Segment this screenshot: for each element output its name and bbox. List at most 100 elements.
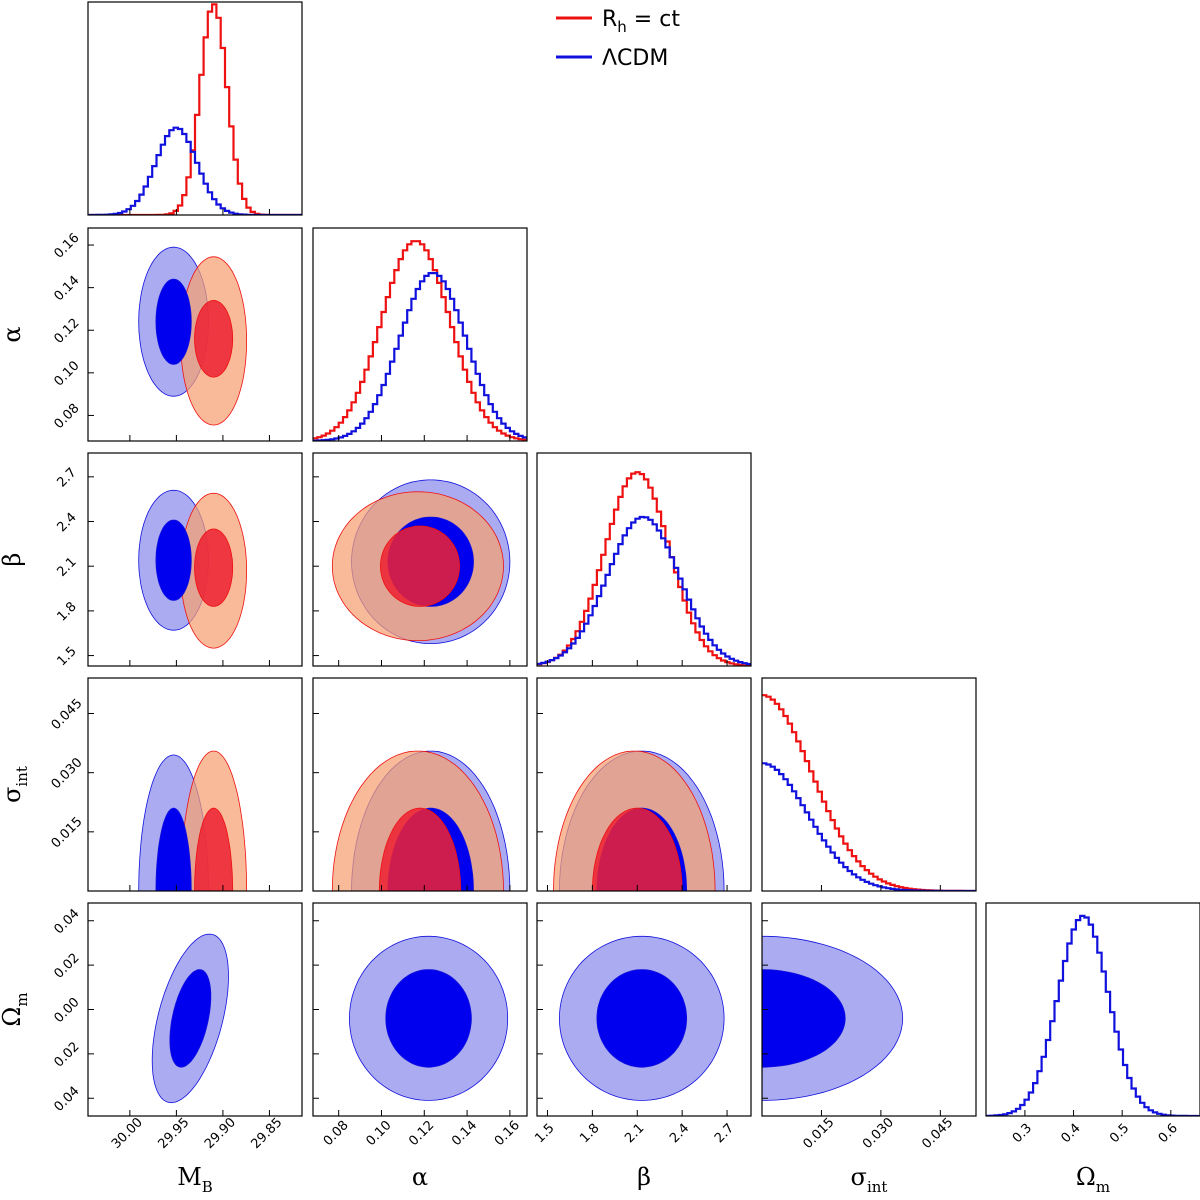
x-tick-label-Omega_m: 0.5 [1107, 1121, 1132, 1146]
x-tick-label-sigma_int: 0.045 [919, 1115, 956, 1152]
yticks-alpha-col0 [88, 244, 94, 416]
x-tick-label-beta: 2.7 [712, 1121, 737, 1146]
panel-MB-beta [87, 452, 303, 667]
xticks-beta-row4 [546, 1110, 728, 1116]
y-tick-label-beta: 1.8 [54, 599, 79, 624]
panel-MB-Omega_m [87, 902, 303, 1117]
histogram-sigma_int-LCDM [762, 762, 976, 891]
xticks-alpha-row3 [338, 885, 511, 891]
y-tick-label-sigma_int: 0.015 [49, 814, 86, 851]
x-tick-label-alpha: 0.12 [406, 1118, 437, 1149]
contour-LCDM-inner [169, 969, 212, 1068]
xticks-sigma_int-row3 [820, 885, 941, 891]
contour-LCDM-inner [155, 807, 192, 891]
x-tick-label-alpha: 0.10 [363, 1118, 394, 1149]
panel-sigma_int-Omega_m [761, 902, 977, 1117]
yticks-Omega_m-col1 [313, 920, 319, 1099]
xticks-alpha-row4 [338, 1110, 511, 1116]
frame-alpha-alpha [312, 227, 528, 442]
marginal-beta [536, 452, 752, 667]
marginal-Omega_m [985, 902, 1200, 1117]
x-tick-label-alpha: 0.16 [492, 1118, 523, 1149]
panel-alpha-beta [312, 452, 528, 667]
y-tick-label-beta: 2.7 [54, 465, 79, 490]
marginal-sigma_int [761, 677, 977, 892]
marginal-alpha [312, 227, 528, 442]
panel-MB-sigma_int [87, 677, 303, 892]
y-tick-label-Omega_m: 0.02 [52, 951, 83, 982]
contour-Rh-inner [194, 807, 234, 891]
xticks-MB-row4 [129, 1110, 270, 1116]
contour-Rh-inner [379, 525, 461, 607]
xticks-Omega_m-row4 [1024, 1110, 1172, 1116]
x-tick-label-alpha: 0.14 [449, 1118, 480, 1149]
frame-MB-MB [87, 1, 303, 216]
x-axis-label-beta: β [637, 1163, 651, 1191]
xticks-beta-row3 [546, 885, 728, 891]
x-tick-label-beta: 1.5 [532, 1121, 557, 1146]
histogram-sigma_int-Rh [762, 694, 976, 891]
panel-beta-sigma_int [536, 677, 752, 892]
panel-alpha-Omega_m [312, 902, 528, 1117]
frame-sigma_int-sigma_int [761, 677, 977, 892]
xticks-MB-row0 [129, 209, 270, 215]
x-tick-label-MB: 29.85 [248, 1115, 285, 1152]
xticks-beta-row2 [546, 660, 728, 666]
xticks-alpha-row1 [338, 435, 511, 441]
y-tick-label-sigma_int: 0.045 [49, 696, 86, 733]
y-tick-label-Omega_m: 0.04 [52, 906, 83, 937]
x-tick-label-Omega_m: 0.4 [1058, 1121, 1083, 1146]
y-axis-label-Omega_m: Ωm [0, 992, 31, 1026]
panel-MB-alpha [87, 227, 303, 442]
histogram-beta-Rh [537, 471, 751, 666]
x-axis-label-MB: MB [177, 1163, 213, 1196]
yticks-Omega_m-col2 [537, 920, 543, 1099]
yticks-beta-col1 [313, 476, 319, 657]
frame-beta-beta [536, 452, 752, 667]
y-tick-label-sigma_int: 0.030 [49, 755, 86, 792]
y-tick-label-alpha: 0.16 [52, 231, 83, 262]
legend-label-lcdm: ΛCDM [602, 46, 668, 71]
contour-LCDM-inner [596, 969, 688, 1068]
xticks-alpha-row2 [338, 660, 511, 666]
panels [87, 1, 1200, 1117]
yticks-sigma_int-col1 [313, 713, 319, 833]
contour-Rh-inner [378, 807, 462, 891]
legend-label-rh: Rh = ct [602, 7, 680, 36]
yticks-beta-col0 [88, 476, 94, 657]
x-tick-label-beta: 1.8 [577, 1121, 602, 1146]
contour-Rh-inner [194, 528, 234, 607]
y-tick-label-alpha: 0.10 [52, 358, 83, 389]
xticks-sigma_int-row4 [820, 1110, 941, 1116]
x-tick-label-MB: 29.90 [202, 1115, 239, 1152]
x-tick-label-Omega_m: 0.6 [1156, 1121, 1181, 1146]
y-tick-label-Omega_m: 0.02 [52, 1039, 83, 1070]
x-tick-label-sigma_int: 0.015 [801, 1115, 838, 1152]
y-axis-label-sigma_int: σint [0, 766, 31, 803]
contour-LCDM-inner [385, 969, 472, 1068]
frame-beta-sigma_int [536, 677, 752, 892]
y-axis-label-beta: β [0, 553, 26, 567]
frame-Omega_m-Omega_m [985, 902, 1200, 1117]
frame-MB-beta [87, 452, 303, 667]
x-tick-label-beta: 2.4 [667, 1121, 692, 1146]
histogram-MB-Rh [88, 3, 302, 215]
y-tick-label-beta: 1.5 [54, 644, 79, 669]
histogram-beta-LCDM [537, 515, 751, 666]
y-axis-label-alpha: α [0, 326, 26, 342]
contour-LCDM-inner [155, 519, 192, 601]
marginal-MB [87, 1, 303, 216]
yticks-Omega_m-col3 [762, 920, 768, 1099]
contour-LCDM-inner [155, 278, 192, 365]
frame-MB-sigma_int [87, 677, 303, 892]
x-tick-label-sigma_int: 0.030 [860, 1115, 897, 1152]
histogram-MB-LCDM [88, 126, 302, 215]
yticks-Omega_m-col0 [88, 920, 94, 1099]
contour-Rh-inner [591, 807, 683, 891]
xticks-MB-row1 [129, 435, 270, 441]
x-axis-label-sigma_int: σint [851, 1163, 888, 1196]
panel-beta-Omega_m [536, 902, 752, 1117]
x-axis-label-alpha: α [412, 1163, 428, 1191]
x-tick-label-Omega_m: 0.3 [1010, 1121, 1035, 1146]
